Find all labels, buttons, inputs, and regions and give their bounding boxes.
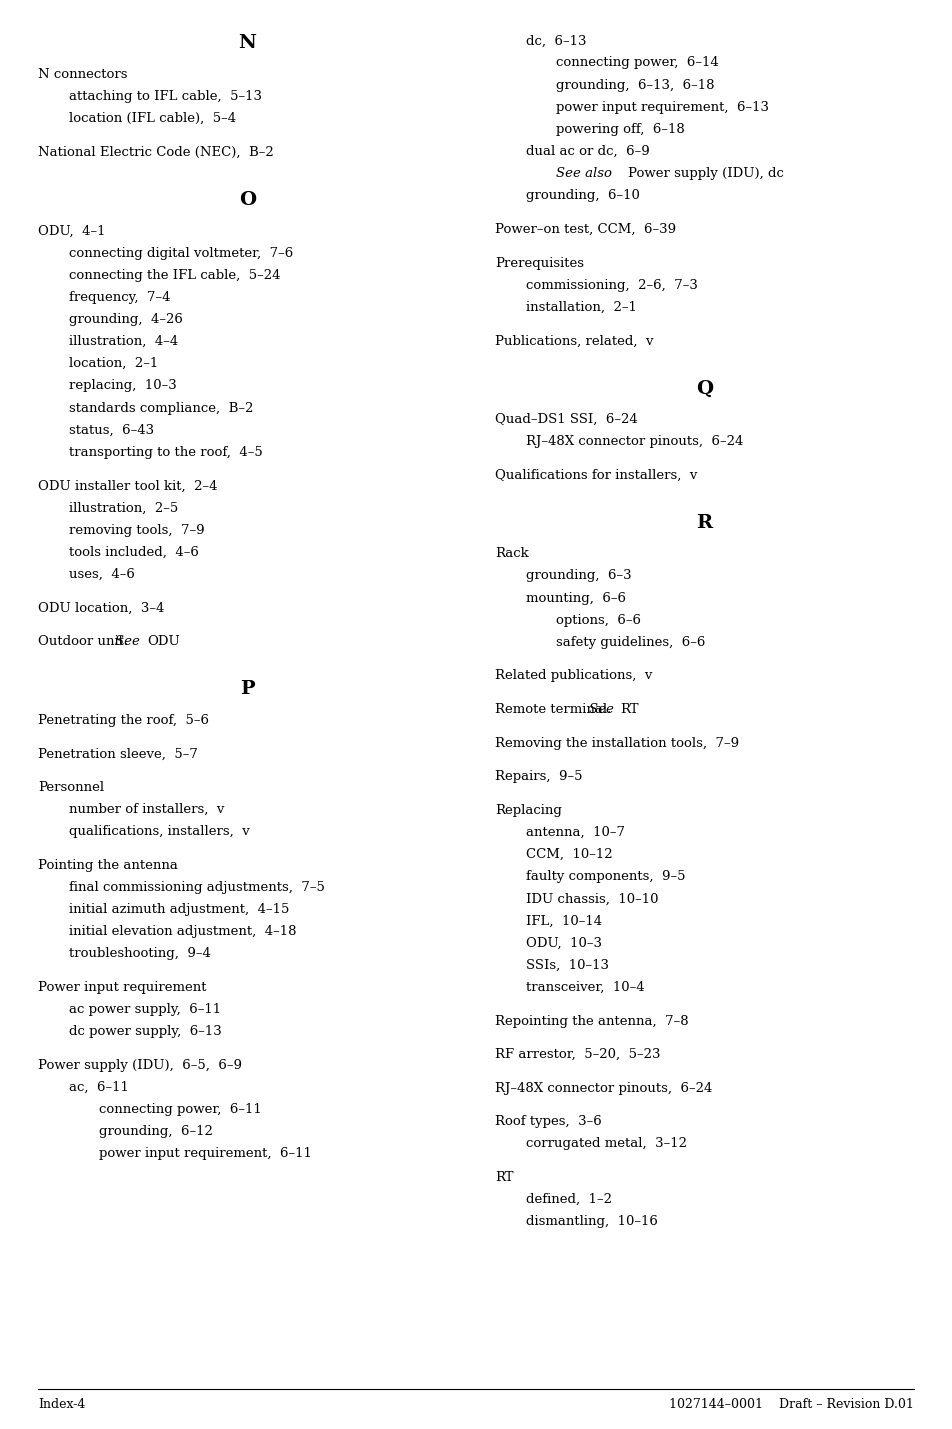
Text: 1027144–0001    Draft – Revision D.01: 1027144–0001 Draft – Revision D.01: [669, 1398, 914, 1410]
Text: IFL,  10–14: IFL, 10–14: [526, 915, 602, 927]
Text: powering off,  6–18: powering off, 6–18: [556, 123, 684, 136]
Text: replacing,  10–3: replacing, 10–3: [69, 379, 176, 393]
Text: faulty components,  9–5: faulty components, 9–5: [526, 870, 685, 883]
Text: dual ac or dc,  6–9: dual ac or dc, 6–9: [526, 144, 649, 159]
Text: grounding,  6–13,  6–18: grounding, 6–13, 6–18: [556, 79, 714, 91]
Text: ODU,  4–1: ODU, 4–1: [38, 224, 106, 237]
Text: RJ–48X connector pinouts,  6–24: RJ–48X connector pinouts, 6–24: [495, 1082, 712, 1095]
Text: See also: See also: [556, 167, 616, 180]
Text: location (IFL cable),  5–4: location (IFL cable), 5–4: [69, 111, 236, 126]
Text: CCM,  10–12: CCM, 10–12: [526, 847, 612, 862]
Text: Remote terminal.: Remote terminal.: [495, 703, 616, 716]
Text: Outdoor unit.: Outdoor unit.: [38, 634, 132, 649]
Text: Replacing: Replacing: [495, 803, 562, 817]
Text: ODU location,  3–4: ODU location, 3–4: [38, 602, 165, 614]
Text: illustration,  4–4: illustration, 4–4: [69, 334, 178, 349]
Text: RT: RT: [495, 1170, 513, 1185]
Text: Power supply (IDU),  6–5,  6–9: Power supply (IDU), 6–5, 6–9: [38, 1059, 242, 1072]
Text: Q: Q: [696, 379, 713, 397]
Text: tools included,  4–6: tools included, 4–6: [69, 546, 198, 559]
Text: Power input requirement: Power input requirement: [38, 980, 207, 995]
Text: Power supply (IDU), dc: Power supply (IDU), dc: [628, 167, 784, 180]
Text: grounding,  6–12: grounding, 6–12: [99, 1125, 213, 1139]
Text: final commissioning adjustments,  7–5: final commissioning adjustments, 7–5: [69, 880, 325, 895]
Text: grounding,  6–3: grounding, 6–3: [526, 569, 631, 583]
Text: initial elevation adjustment,  4–18: initial elevation adjustment, 4–18: [69, 925, 296, 939]
Text: P: P: [240, 680, 255, 699]
Text: attaching to IFL cable,  5–13: attaching to IFL cable, 5–13: [69, 90, 262, 103]
Text: Removing the installation tools,  7–9: Removing the installation tools, 7–9: [495, 736, 739, 750]
Text: frequency,  7–4: frequency, 7–4: [69, 290, 170, 304]
Text: O: O: [239, 190, 256, 209]
Text: Qualifications for installers,  v: Qualifications for installers, v: [495, 469, 698, 482]
Text: installation,  2–1: installation, 2–1: [526, 300, 636, 314]
Text: connecting power,  6–14: connecting power, 6–14: [556, 57, 719, 70]
Text: grounding,  4–26: grounding, 4–26: [69, 313, 183, 326]
Text: connecting the IFL cable,  5–24: connecting the IFL cable, 5–24: [69, 269, 280, 282]
Text: See: See: [589, 703, 618, 716]
Text: status,  6–43: status, 6–43: [69, 423, 153, 437]
Text: Repointing the antenna,  7–8: Repointing the antenna, 7–8: [495, 1015, 688, 1027]
Text: corrugated metal,  3–12: corrugated metal, 3–12: [526, 1137, 686, 1150]
Text: initial azimuth adjustment,  4–15: initial azimuth adjustment, 4–15: [69, 903, 288, 916]
Text: IDU chassis,  10–10: IDU chassis, 10–10: [526, 892, 658, 906]
Text: qualifications, installers,  v: qualifications, installers, v: [69, 825, 249, 839]
Text: illustration,  2–5: illustration, 2–5: [69, 502, 178, 514]
Text: transporting to the roof,  4–5: transporting to the roof, 4–5: [69, 446, 263, 459]
Text: Rack: Rack: [495, 547, 528, 560]
Text: transceiver,  10–4: transceiver, 10–4: [526, 980, 645, 995]
Text: See: See: [115, 634, 145, 649]
Text: dismantling,  10–16: dismantling, 10–16: [526, 1215, 658, 1229]
Text: removing tools,  7–9: removing tools, 7–9: [69, 523, 204, 537]
Text: ac,  6–11: ac, 6–11: [69, 1080, 129, 1095]
Text: RF arrestor,  5–20,  5–23: RF arrestor, 5–20, 5–23: [495, 1047, 661, 1062]
Text: Quad–DS1 SSI,  6–24: Quad–DS1 SSI, 6–24: [495, 413, 638, 426]
Text: defined,  1–2: defined, 1–2: [526, 1193, 611, 1206]
Text: mounting,  6–6: mounting, 6–6: [526, 592, 625, 604]
Text: power input requirement,  6–13: power input requirement, 6–13: [556, 100, 769, 114]
Text: Roof types,  3–6: Roof types, 3–6: [495, 1115, 602, 1129]
Text: dc power supply,  6–13: dc power supply, 6–13: [69, 1025, 221, 1039]
Text: number of installers,  v: number of installers, v: [69, 803, 224, 816]
Text: Power–on test, CCM,  6–39: Power–on test, CCM, 6–39: [495, 223, 676, 236]
Text: RT: RT: [621, 703, 639, 716]
Text: connecting digital voltmeter,  7–6: connecting digital voltmeter, 7–6: [69, 246, 293, 260]
Text: Related publications,  v: Related publications, v: [495, 669, 652, 683]
Text: Personnel: Personnel: [38, 780, 104, 795]
Text: N connectors: N connectors: [38, 69, 128, 81]
Text: ODU installer tool kit,  2–4: ODU installer tool kit, 2–4: [38, 479, 218, 493]
Text: ODU: ODU: [147, 634, 180, 649]
Text: RJ–48X connector pinouts,  6–24: RJ–48X connector pinouts, 6–24: [526, 434, 743, 449]
Text: Repairs,  9–5: Repairs, 9–5: [495, 770, 583, 783]
Text: grounding,  6–10: grounding, 6–10: [526, 189, 640, 203]
Text: options,  6–6: options, 6–6: [556, 613, 641, 627]
Text: uses,  4–6: uses, 4–6: [69, 567, 134, 582]
Text: R: R: [697, 513, 712, 532]
Text: ac power supply,  6–11: ac power supply, 6–11: [69, 1003, 221, 1016]
Text: ODU,  10–3: ODU, 10–3: [526, 936, 602, 950]
Text: Publications, related,  v: Publications, related, v: [495, 334, 653, 347]
Text: Penetrating the roof,  5–6: Penetrating the roof, 5–6: [38, 713, 209, 727]
Text: National Electric Code (NEC),  B–2: National Electric Code (NEC), B–2: [38, 146, 274, 159]
Text: power input requirement,  6–11: power input requirement, 6–11: [99, 1147, 312, 1160]
Text: troubleshooting,  9–4: troubleshooting, 9–4: [69, 947, 210, 960]
Text: N: N: [239, 34, 256, 53]
Text: standards compliance,  B–2: standards compliance, B–2: [69, 402, 253, 414]
Text: Prerequisites: Prerequisites: [495, 256, 584, 270]
Text: safety guidelines,  6–6: safety guidelines, 6–6: [556, 636, 705, 649]
Text: Penetration sleeve,  5–7: Penetration sleeve, 5–7: [38, 747, 198, 760]
Text: location,  2–1: location, 2–1: [69, 357, 158, 370]
Text: antenna,  10–7: antenna, 10–7: [526, 826, 625, 839]
Text: SSIs,  10–13: SSIs, 10–13: [526, 959, 608, 972]
Text: commissioning,  2–6,  7–3: commissioning, 2–6, 7–3: [526, 279, 698, 292]
Text: Index-4: Index-4: [38, 1398, 86, 1410]
Text: connecting power,  6–11: connecting power, 6–11: [99, 1103, 262, 1116]
Text: Pointing the antenna: Pointing the antenna: [38, 859, 178, 872]
Text: dc,  6–13: dc, 6–13: [526, 34, 586, 47]
